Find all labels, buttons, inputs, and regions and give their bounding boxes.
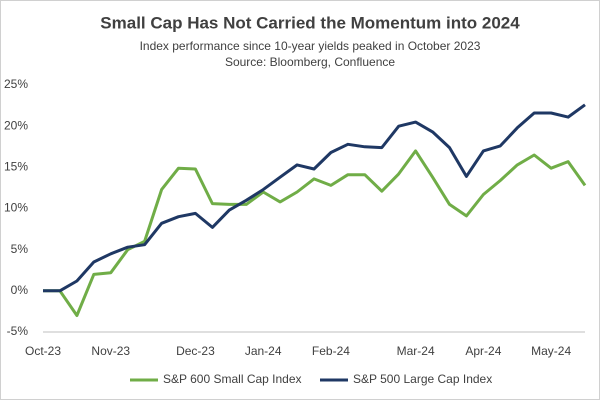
y-tick-label: 15% bbox=[4, 160, 28, 174]
chart-title: Small Cap Has Not Carried the Momentum i… bbox=[100, 13, 520, 32]
x-tick-label: Mar-24 bbox=[397, 344, 435, 358]
legend-label: S&P 500 Large Cap Index bbox=[353, 372, 492, 386]
x-tick-label: Dec-23 bbox=[176, 344, 215, 358]
chart-subtitle: Index performance since 10-year yields p… bbox=[140, 39, 481, 53]
y-tick-label: 5% bbox=[11, 242, 29, 256]
y-tick-label: -5% bbox=[7, 324, 29, 338]
series-line bbox=[43, 103, 586, 293]
x-tick-label: Oct-23 bbox=[25, 344, 61, 358]
y-tick-label: 20% bbox=[4, 118, 28, 132]
legend-label: S&P 600 Small Cap Index bbox=[163, 372, 302, 386]
x-tick-label: Feb-24 bbox=[312, 344, 350, 358]
x-tick-label: Nov-23 bbox=[91, 344, 130, 358]
x-tick-label: Jan-24 bbox=[245, 344, 282, 358]
y-tick-label: 25% bbox=[4, 77, 28, 91]
y-tick-label: 10% bbox=[4, 201, 28, 215]
y-tick-label: 0% bbox=[11, 283, 29, 297]
chart-subtitle: Source: Bloomberg, Confluence bbox=[225, 55, 395, 69]
x-tick-label: May-24 bbox=[531, 344, 571, 358]
x-tick-label: Apr-24 bbox=[465, 344, 501, 358]
